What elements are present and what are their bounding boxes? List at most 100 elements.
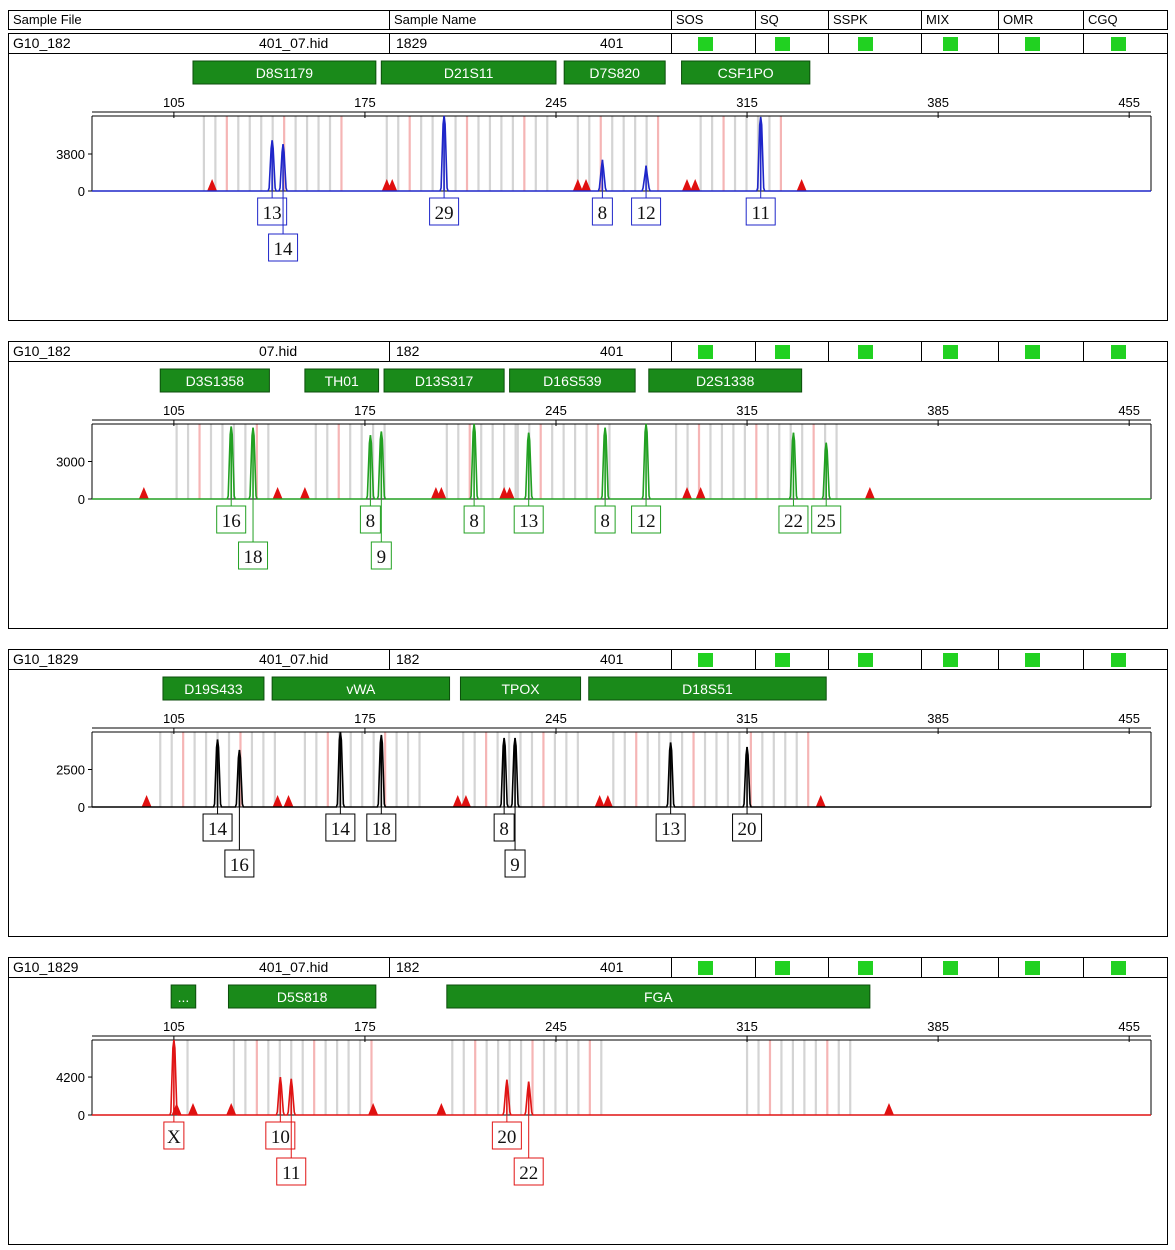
qc-cell[interactable] [671,34,755,53]
signal-trace [92,1039,1151,1116]
signal-trace [92,731,1151,808]
allele-call-box [745,197,776,226]
qc-cell[interactable] [755,650,828,669]
ladder-marker-icon [299,487,310,499]
qc-pass-indicator-icon [858,345,873,359]
ladder-marker-icon [690,179,701,191]
x-tick-label: 105 [163,403,185,418]
electropherogram-chart[interactable]: 105 175 245 315 385 455 4200 0... D5S818 FGA X 10 11… [9,978,1167,1244]
qc-pass-indicator-icon [1025,961,1040,975]
sample-info-row: G10_182 401_07.hid 1829 401 [9,34,1167,54]
qc-cell[interactable] [921,34,998,53]
ladder-marker-icon [572,179,583,191]
ladder-marker-icon [695,487,706,499]
dye-panel[interactable]: G10_1829 401_07.hid 182 401 105 175 245 315 385 4… [8,649,1168,937]
qc-cell[interactable] [755,34,828,53]
ladder-marker-icon [682,179,693,191]
allele-call-box [513,1157,544,1186]
sample-name-cell[interactable]: 182 401 [389,342,671,361]
qc-cell[interactable] [998,34,1083,53]
qc-cell[interactable] [998,958,1083,977]
qc-cell[interactable] [755,958,828,977]
qc-cell[interactable] [1083,342,1169,361]
x-tick-label: 385 [927,711,949,726]
locus-marker-box [380,60,557,85]
locus-marker-label: FGA [644,989,673,1005]
sample-name-prefix: 182 [396,343,420,359]
qc-pass-indicator-icon [775,961,790,975]
qc-cell[interactable] [998,342,1083,361]
sample-file-cell[interactable]: G10_182 401_07.hid [9,34,389,53]
qc-cell[interactable] [998,650,1083,669]
sample-name-prefix: 182 [396,959,420,975]
qc-header-omr[interactable]: OMR [998,11,1083,29]
ladder-marker-icon [602,795,613,807]
x-tick-label: 315 [736,95,758,110]
qc-cell[interactable] [671,342,755,361]
qc-cell[interactable] [1083,958,1169,977]
allele-call-label: 14 [208,819,228,840]
sample-file-cell[interactable]: G10_182 07.hid [9,342,389,361]
sample-name-cell[interactable]: 182 401 [389,958,671,977]
locus-marker-label: D8S1179 [256,65,314,81]
dye-panel[interactable]: G10_182 07.hid 182 401 105 175 245 315 385 455 300… [8,341,1168,629]
allele-call-box [778,505,809,534]
locus-marker-box [159,368,270,393]
sample-name-cell[interactable]: 1829 401 [389,34,671,53]
sample-info-row: G10_1829 401_07.hid 182 401 [9,958,1167,978]
sample-name-cell[interactable]: 182 401 [389,650,671,669]
y-tick-label: 0 [78,1108,85,1123]
qc-cell[interactable] [921,958,998,977]
qc-cell[interactable] [671,650,755,669]
qc-cell[interactable] [828,958,921,977]
sample-name-suffix: 401 [600,651,624,667]
allele-call-label: 10 [271,1127,290,1148]
qc-cell[interactable] [755,342,828,361]
dye-panel[interactable]: G10_1829 401_07.hid 182 401 105 175 245 315 385 4… [8,957,1168,1245]
qc-cell[interactable] [1083,650,1169,669]
qc-pass-indicator-icon [858,653,873,667]
electropherogram-chart[interactable]: 105 175 245 315 385 455 3800 0 D8S1179 D21S11 D7S8… [9,54,1167,320]
ladder-marker-icon [436,487,447,499]
qc-pass-indicator-icon [698,653,713,667]
qc-cell[interactable] [1083,34,1169,53]
qc-cell[interactable] [828,342,921,361]
qc-cell[interactable] [921,650,998,669]
qc-cell[interactable] [921,342,998,361]
sample-name-header[interactable]: Sample Name [389,11,671,29]
locus-marker-box [227,984,377,1009]
qc-pass-indicator-icon [858,37,873,51]
x-tick-label: 455 [1118,711,1140,726]
signal-trace [92,115,1151,192]
sample-file-suffix: 401_07.hid [259,651,329,667]
qc-cell[interactable] [828,650,921,669]
sample-file-header[interactable]: Sample File [13,12,82,27]
ladder-marker-icon [594,795,605,807]
qc-header-sq[interactable]: SQ [755,11,828,29]
allele-call-label: 8 [598,203,608,224]
allele-call-label: 8 [366,511,376,532]
electropherogram-chart[interactable]: 105 175 245 315 385 455 2500 0 D19S433 vWA TPOX D18… [9,670,1167,936]
allele-call-label: 22 [519,1163,538,1184]
ladder-marker-icon [504,487,515,499]
x-tick-label: 315 [736,403,758,418]
electropherogram-chart[interactable]: 105 175 245 315 385 455 3000 0 D3S1358 TH01 D13S31… [9,362,1167,628]
allele-call-label: X [167,1127,181,1148]
qc-header-cgq[interactable]: CGQ [1083,11,1169,29]
x-tick-label: 455 [1118,403,1140,418]
qc-cell[interactable] [671,958,755,977]
qc-header-mix[interactable]: MIX [921,11,998,29]
qc-header-sspk[interactable]: SSPK [828,11,921,29]
allele-call-label: 8 [499,819,509,840]
ladder-marker-icon [272,795,283,807]
qc-pass-indicator-icon [698,37,713,51]
sample-file-suffix: 401_07.hid [259,959,329,975]
allele-call-label: 11 [282,1163,300,1184]
qc-header-sos[interactable]: SOS [671,11,755,29]
allele-call-box [493,813,515,842]
sample-file-cell[interactable]: G10_1829 401_07.hid [9,958,389,977]
qc-cell[interactable] [828,34,921,53]
sample-file-cell[interactable]: G10_1829 401_07.hid [9,650,389,669]
dye-panel[interactable]: G10_182 401_07.hid 1829 401 105 175 245 315 385 4… [8,33,1168,321]
allele-call-label: 12 [637,203,656,224]
